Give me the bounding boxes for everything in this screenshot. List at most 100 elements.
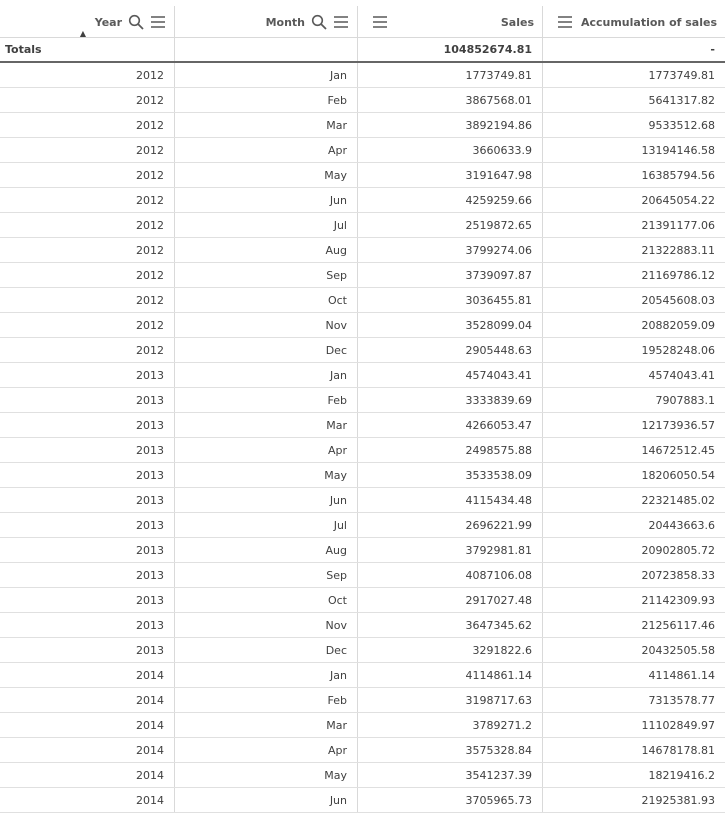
search-icon[interactable] [311,14,327,30]
cell-accumulation[interactable]: 12173936.57 [641,418,715,432]
table-row[interactable]: 2013 Nov 3647345.62 21256117.46 [0,613,725,638]
cell-year[interactable]: 2013 [0,563,175,587]
cell-sales[interactable]: 4574043.41 [358,363,543,387]
table-row[interactable]: 2012 Aug 3799274.06 21322883.11 [0,238,725,263]
cell-accumulation[interactable]: 14672512.45 [641,443,715,457]
cell-sales[interactable]: 1773749.81 [358,63,543,87]
cell-month[interactable]: Jul [175,213,358,237]
menu-icon[interactable] [333,14,349,30]
sort-ascending-icon[interactable]: ▲ [79,29,86,38]
cell-month[interactable]: Sep [175,563,358,587]
cell-accumulation[interactable]: 13194146.58 [641,143,715,157]
cell-accumulation[interactable]: 4114861.14 [648,668,715,682]
cell-month[interactable]: Mar [175,113,358,137]
cell-accumulation[interactable]: 5641317.82 [648,93,715,107]
table-row[interactable]: 2013 Feb 3333839.69 7907883.1 [0,388,725,413]
cell-accumulation[interactable]: 21322883.11 [641,243,715,257]
menu-icon[interactable] [372,14,388,30]
cell-sales[interactable]: 3739097.87 [358,263,543,287]
cell-month[interactable]: Sep [175,263,358,287]
menu-icon[interactable] [150,14,166,30]
cell-accumulation[interactable]: 14678178.81 [641,743,715,757]
cell-sales[interactable]: 3799274.06 [358,238,543,262]
cell-month[interactable]: Dec [175,338,358,362]
cell-accumulation[interactable]: 21169786.12 [641,268,715,282]
cell-accumulation[interactable]: 20882059.09 [641,318,715,332]
cell-sales[interactable]: 2519872.65 [358,213,543,237]
column-header-accumulation[interactable]: Accumulation of sales [543,6,725,38]
cell-accumulation[interactable]: 20902805.72 [641,543,715,557]
cell-month[interactable]: Dec [175,638,358,662]
table-row[interactable]: 2014 May 3541237.39 18219416.2 [0,763,725,788]
cell-month[interactable]: Apr [175,138,358,162]
cell-accumulation[interactable]: 21391177.06 [641,218,715,232]
cell-accumulation[interactable]: 21925381.93 [641,793,715,807]
table-row[interactable]: 2013 Dec 3291822.6 20432505.58 [0,638,725,663]
table-row[interactable]: 2012 Jul 2519872.65 21391177.06 [0,213,725,238]
cell-year[interactable]: 2014 [0,688,175,712]
cell-month[interactable]: Nov [175,613,358,637]
cell-year[interactable]: 2012 [0,88,175,112]
cell-month[interactable]: Mar [175,713,358,737]
cell-year[interactable]: 2014 [0,713,175,737]
column-header-sales[interactable]: Sales [358,6,543,38]
cell-sales[interactable]: 3892194.86 [358,113,543,137]
cell-year[interactable]: 2012 [0,263,175,287]
cell-sales[interactable]: 3575328.84 [358,738,543,762]
cell-year[interactable]: 2013 [0,513,175,537]
cell-month[interactable]: Jan [175,63,358,87]
search-icon[interactable] [128,14,144,30]
table-row[interactable]: 2014 Jun 3705965.73 21925381.93 [0,788,725,813]
cell-accumulation[interactable]: 19528248.06 [641,343,715,357]
cell-sales[interactable]: 3191647.98 [358,163,543,187]
cell-year[interactable]: 2013 [0,613,175,637]
table-row[interactable]: 2013 Jul 2696221.99 20443663.6 [0,513,725,538]
cell-month[interactable]: Aug [175,538,358,562]
cell-accumulation[interactable]: 18206050.54 [641,468,715,482]
cell-year[interactable]: 2012 [0,238,175,262]
cell-sales[interactable]: 4259259.66 [358,188,543,212]
cell-sales[interactable]: 4115434.48 [358,488,543,512]
cell-year[interactable]: 2012 [0,338,175,362]
cell-year[interactable]: 2014 [0,788,175,812]
cell-sales[interactable]: 3867568.01 [358,88,543,112]
cell-sales[interactable]: 3036455.81 [358,288,543,312]
table-row[interactable]: 2012 Dec 2905448.63 19528248.06 [0,338,725,363]
table-row[interactable]: 2013 Aug 3792981.81 20902805.72 [0,538,725,563]
menu-icon[interactable] [557,14,573,30]
cell-year[interactable]: 2012 [0,163,175,187]
cell-month[interactable]: Jun [175,788,358,812]
cell-sales[interactable]: 3647345.62 [358,613,543,637]
cell-accumulation[interactable]: 21256117.46 [641,618,715,632]
cell-accumulation[interactable]: 18219416.2 [648,768,715,782]
cell-sales[interactable]: 4087106.08 [358,563,543,587]
table-row[interactable]: 2013 Jan 4574043.41 4574043.41 [0,363,725,388]
cell-year[interactable]: 2012 [0,113,175,137]
cell-year[interactable]: 2013 [0,413,175,437]
cell-month[interactable]: Feb [175,688,358,712]
cell-month[interactable]: Jun [175,188,358,212]
cell-sales[interactable]: 2905448.63 [358,338,543,362]
cell-month[interactable]: Aug [175,238,358,262]
cell-accumulation[interactable]: 20545608.03 [641,293,715,307]
cell-month[interactable]: Feb [175,88,358,112]
cell-month[interactable]: May [175,463,358,487]
cell-accumulation[interactable]: 4574043.41 [648,368,715,382]
cell-sales[interactable]: 4114861.14 [358,663,543,687]
cell-year[interactable]: 2013 [0,363,175,387]
cell-year[interactable]: 2013 [0,638,175,662]
cell-sales[interactable]: 3705965.73 [358,788,543,812]
cell-accumulation[interactable]: 7907883.1 [655,393,716,407]
cell-sales[interactable]: 3291822.6 [358,638,543,662]
cell-year[interactable]: 2012 [0,188,175,212]
cell-sales[interactable]: 3792981.81 [358,538,543,562]
cell-year[interactable]: 2013 [0,488,175,512]
cell-month[interactable]: Mar [175,413,358,437]
cell-month[interactable]: Jul [175,513,358,537]
table-row[interactable]: 2012 Sep 3739097.87 21169786.12 [0,263,725,288]
cell-month[interactable]: Jan [175,363,358,387]
cell-sales[interactable]: 4266053.47 [358,413,543,437]
cell-accumulation[interactable]: 9533512.68 [648,118,715,132]
table-row[interactable]: 2013 Oct 2917027.48 21142309.93 [0,588,725,613]
cell-month[interactable]: Oct [175,288,358,312]
